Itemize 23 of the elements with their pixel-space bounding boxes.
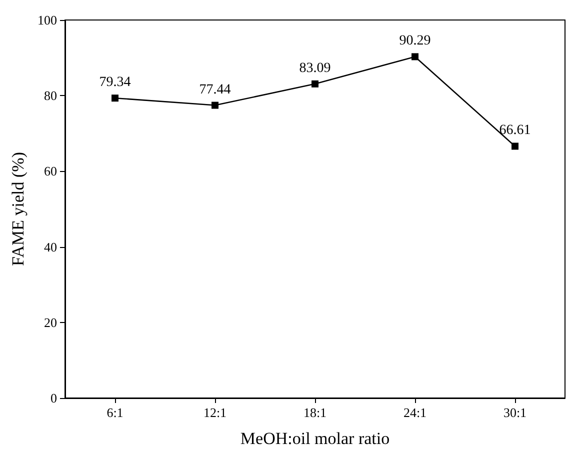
point (112, 94, 118, 102)
y-tick-label: 20 (44, 314, 57, 330)
data-label: 77.44 (199, 82, 231, 98)
point (212, 102, 218, 109)
x-tick-label: 6:1 (106, 405, 124, 420)
x-tick-label: 24:1 (403, 405, 427, 420)
data-label: 66.61 (499, 123, 531, 138)
point (312, 80, 318, 88)
y-tick-label: 60 (44, 164, 57, 179)
y-tick-label: 80 (44, 88, 57, 104)
y-tick-label: 40 (44, 239, 57, 254)
x-tick-label: 30:1 (503, 405, 527, 420)
y-axis-title: FAME yield (%) (8, 152, 28, 266)
y-tick-label: 100 (38, 12, 57, 28)
data-label: 83.09 (299, 60, 331, 76)
x-tick-label: 18:1 (303, 405, 327, 420)
point (412, 53, 418, 60)
y-tick-label: 0 (50, 390, 57, 406)
data-label: 90.29 (399, 34, 431, 49)
x-tick-label: 12:1 (203, 405, 227, 420)
data-label: 79.34 (99, 75, 131, 90)
x-axis-title: MeOH:oil molar ratio (240, 429, 390, 448)
point (512, 142, 518, 150)
